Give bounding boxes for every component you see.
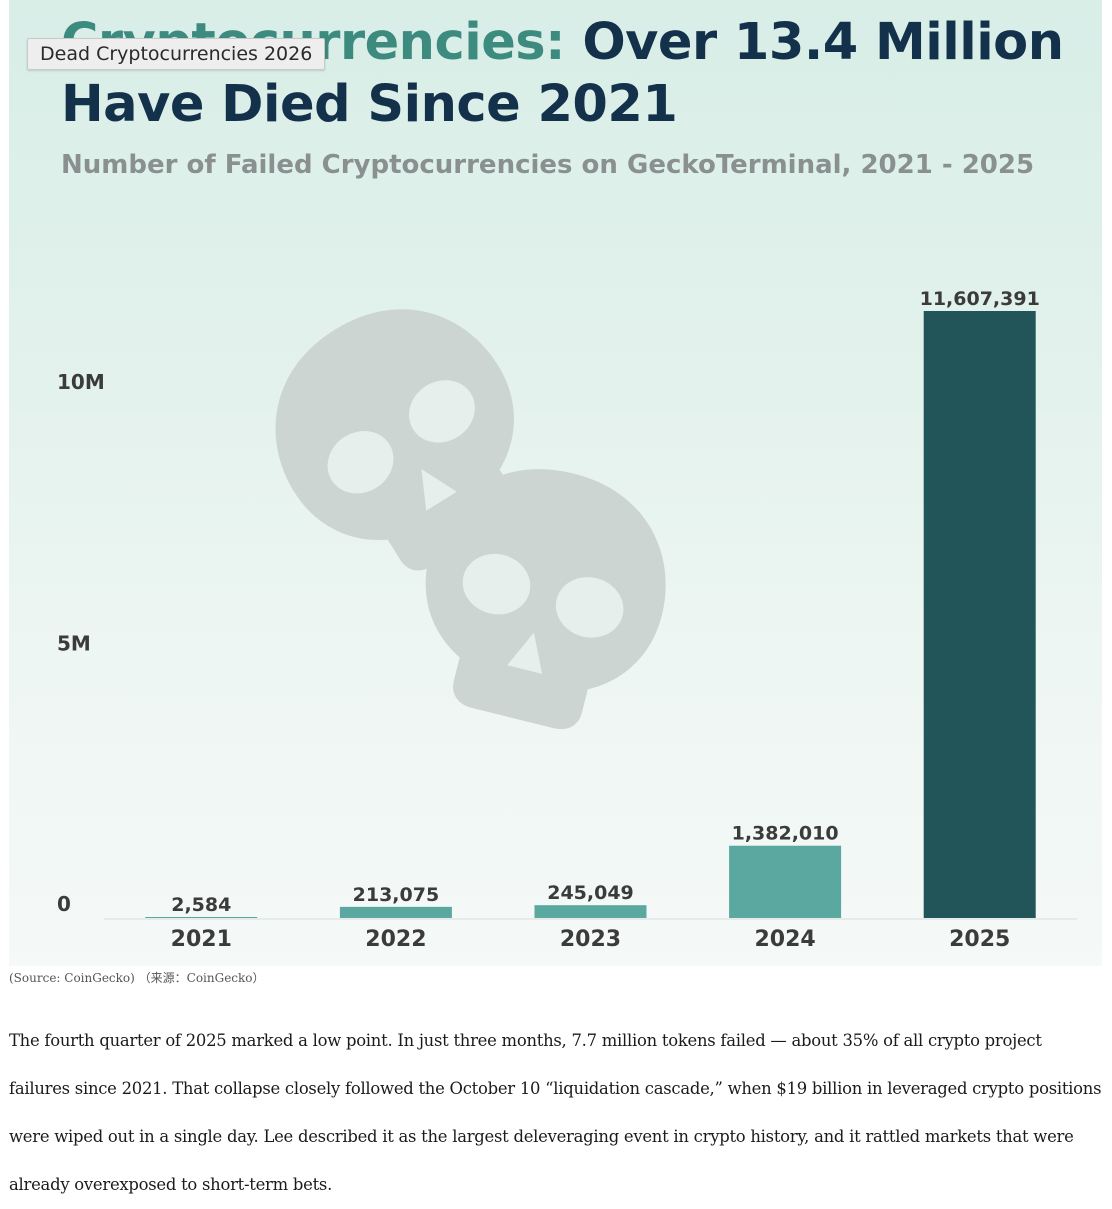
x-tick-label: 2025 [949, 927, 1010, 952]
bar-2023 [534, 905, 647, 918]
image-source-caption: (Source: CoinGecko) （来源：CoinGecko） [9, 971, 265, 985]
skull-eye-right [555, 577, 624, 638]
bar-2024 [729, 845, 842, 918]
image-tooltip: Dead Cryptocurrencies 2026 [27, 38, 326, 70]
y-tick-label: 5M [57, 632, 91, 656]
bar-2022 [339, 906, 452, 918]
skull-head [275, 309, 516, 571]
bar-value-label: 245,049 [547, 882, 634, 904]
bar-value-label: 11,607,391 [920, 288, 1040, 310]
skull-icon [425, 469, 666, 730]
skull-nose [421, 469, 457, 511]
x-tick-label: 2024 [754, 927, 815, 952]
chart-subtitle: Number of Failed Cryptocurrencies on Gec… [61, 150, 1035, 180]
x-tick-label: 2023 [560, 927, 621, 952]
plot-area: 0 5M 10M 2,584 2021 213,075 2022 245,049 2023 1,3… [57, 288, 1077, 952]
skull-eye-left [462, 553, 531, 615]
x-tick-label: 2021 [171, 927, 232, 952]
bar-2021 [145, 917, 258, 918]
bar-value-label: 2,584 [171, 894, 231, 916]
chart-figure: 0 5M 10M 2,584 2021 213,075 2022 245,049 2023 1,3… [9, 0, 1102, 966]
bar-2025 [923, 311, 1036, 918]
bar-value-label: 1,382,010 [732, 823, 839, 845]
bar-value-label: 213,075 [353, 884, 440, 906]
y-tick-label: 0 [57, 892, 71, 916]
skull-decoration [275, 309, 666, 730]
chart-title-rest: Over 13.4 Million Have Died Since 2021 [61, 13, 1064, 134]
skull-eye-left [327, 431, 394, 494]
chart-title: Cryptocurrencies: Over 13.4 Million Have… [61, 12, 1101, 136]
bar-chart: 0 5M 10M 2,584 2021 213,075 2022 245,049 2023 1,3… [57, 288, 1077, 952]
skull-head [425, 469, 666, 730]
x-tick-label: 2022 [365, 927, 426, 952]
skull-eye-right [409, 380, 475, 443]
y-tick-label: 10M [57, 370, 105, 394]
skull-nose [507, 632, 543, 674]
skull-icon [275, 309, 516, 571]
article-paragraph: The fourth quarter of 2025 marked a low … [9, 1031, 1102, 1194]
